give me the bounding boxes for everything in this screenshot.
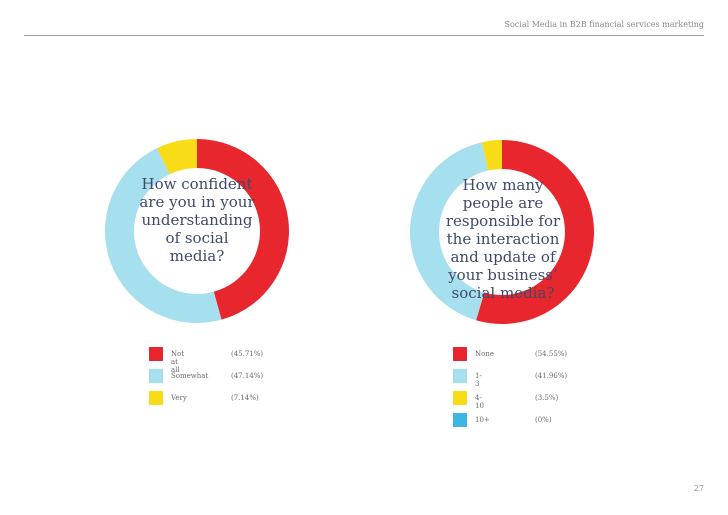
legend-swatch	[453, 413, 467, 427]
legend-value: (3.5%)	[535, 394, 559, 402]
donut-chart-confidence	[104, 139, 290, 324]
donut-chart-responsible-people	[409, 140, 594, 324]
donut-slice-4-10	[481, 140, 502, 171]
legend-label: None	[475, 350, 494, 358]
donut-slice-1-3	[409, 142, 489, 321]
header-divider	[24, 35, 704, 36]
legend-label: Somewhat	[171, 372, 209, 380]
legend-value: (47.14%)	[231, 372, 264, 380]
header-title: Social Media in B2B financial services m…	[504, 20, 704, 29]
legend-swatch	[453, 347, 467, 361]
donut-slice-not-at-all	[197, 139, 290, 320]
legend-value: (54.55%)	[535, 350, 568, 358]
legend-value: (0%)	[535, 416, 552, 424]
chart-question-responsible-people: How many people are responsible for the …	[445, 176, 561, 302]
donut-slice-somewhat	[104, 148, 222, 324]
legend-label: 1-3	[475, 372, 482, 388]
legend-value: (45.71%)	[231, 350, 264, 358]
legend-swatch	[453, 369, 467, 383]
legend-label: 10+	[475, 416, 490, 424]
legend-swatch	[149, 347, 163, 361]
legend-label: Very	[171, 394, 187, 402]
donut-slice-none	[476, 140, 594, 324]
legend-value: (7.14%)	[231, 394, 259, 402]
legend-value: (41.96%)	[535, 372, 568, 380]
legend-label: Not at all	[171, 350, 185, 374]
legend-swatch	[149, 369, 163, 383]
legend-swatch	[453, 391, 467, 405]
page-number: 27	[693, 484, 704, 493]
chart-question-confidence: How confident are you in your understand…	[139, 175, 255, 265]
legend-swatch	[149, 391, 163, 405]
donut-slice-very	[157, 139, 197, 175]
legend-label: 4-10	[475, 394, 484, 410]
